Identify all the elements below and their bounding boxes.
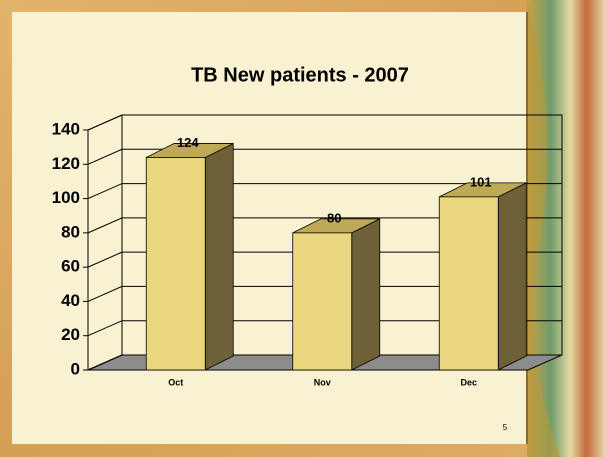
y-tick-label: 100 xyxy=(52,188,80,207)
value-label: 124 xyxy=(177,135,199,150)
bar-side xyxy=(352,219,380,370)
y-tick-label: 0 xyxy=(71,359,80,378)
y-tick-label: 120 xyxy=(52,154,80,173)
y-tick-label: 140 xyxy=(52,119,80,138)
slide: TB New patients - 2007 5 0 20 40 60 80 100 120… xyxy=(0,0,606,457)
page-number: 5 xyxy=(503,423,508,432)
chart-title: TB New patients - 2007 xyxy=(191,64,409,86)
y-tick-label: 20 xyxy=(61,325,80,344)
value-label: 80 xyxy=(327,210,341,225)
bar-side xyxy=(498,183,526,370)
y-tick-label: 80 xyxy=(61,222,80,241)
x-tick-label: Nov xyxy=(314,377,331,387)
value-label: 101 xyxy=(470,174,492,189)
bar xyxy=(146,157,205,370)
y-tick-label: 40 xyxy=(61,291,80,310)
bar xyxy=(439,197,498,370)
bar xyxy=(293,233,352,370)
y-tick-label: 60 xyxy=(61,257,80,276)
x-tick-label: Dec xyxy=(460,377,477,387)
x-tick-label: Oct xyxy=(168,377,183,387)
bar-side xyxy=(205,143,233,370)
